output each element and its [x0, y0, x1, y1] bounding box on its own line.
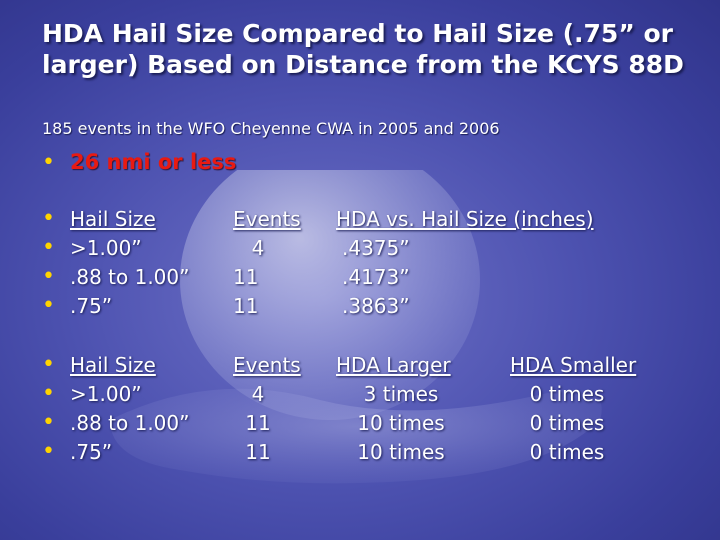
table-cell: >1.00” [70, 382, 142, 406]
bullet-icon: • [42, 410, 55, 435]
table-cell: .75” [70, 294, 113, 318]
bullet-icon: • [42, 235, 55, 260]
table-cell: 10 times [357, 411, 445, 435]
table-cell: 11 [233, 265, 259, 289]
bullet-icon: • [42, 381, 55, 406]
table-cell: 10 times [357, 440, 445, 464]
bullet-icon: • [42, 206, 55, 231]
bullet-icon: • [42, 150, 55, 175]
range-label: 26 nmi or less [70, 150, 237, 174]
table-cell: 4 [251, 382, 265, 406]
table-cell: 0 times [529, 440, 605, 464]
column-header-events: Events [233, 353, 301, 377]
table-cell: 4 [251, 236, 265, 260]
page-subtitle: 185 events in the WFO Cheyenne CWA in 20… [42, 119, 500, 138]
table-cell: 11 [245, 411, 271, 435]
column-header-hail-size: Hail Size [70, 207, 156, 231]
table-cell: .75” [70, 440, 113, 464]
table-cell: 0 times [529, 382, 605, 406]
column-header-hail-size: Hail Size [70, 353, 156, 377]
column-header-hda-larger: HDA Larger [336, 353, 451, 377]
table-cell: 11 [233, 294, 259, 318]
table-cell: .4375” [342, 236, 410, 260]
bullet-icon: • [42, 264, 55, 289]
page-title: HDA Hail Size Compared to Hail Size (.75… [42, 19, 684, 79]
table-cell: 3 times [363, 382, 439, 406]
column-header-hda-vs-hail: HDA vs. Hail Size (inches) [336, 207, 594, 231]
table-cell: .4173” [342, 265, 410, 289]
bullet-icon: • [42, 293, 55, 318]
bullet-icon: • [42, 352, 55, 377]
table-cell: .88 to 1.00” [70, 265, 190, 289]
column-header-hda-smaller: HDA Smaller [510, 353, 637, 377]
table-cell: 11 [245, 440, 271, 464]
table-cell: .88 to 1.00” [70, 411, 190, 435]
bullet-icon: • [42, 439, 55, 464]
table-cell: >1.00” [70, 236, 142, 260]
column-header-events: Events [233, 207, 301, 231]
table-cell: 0 times [529, 411, 605, 435]
table-cell: .3863” [342, 294, 410, 318]
